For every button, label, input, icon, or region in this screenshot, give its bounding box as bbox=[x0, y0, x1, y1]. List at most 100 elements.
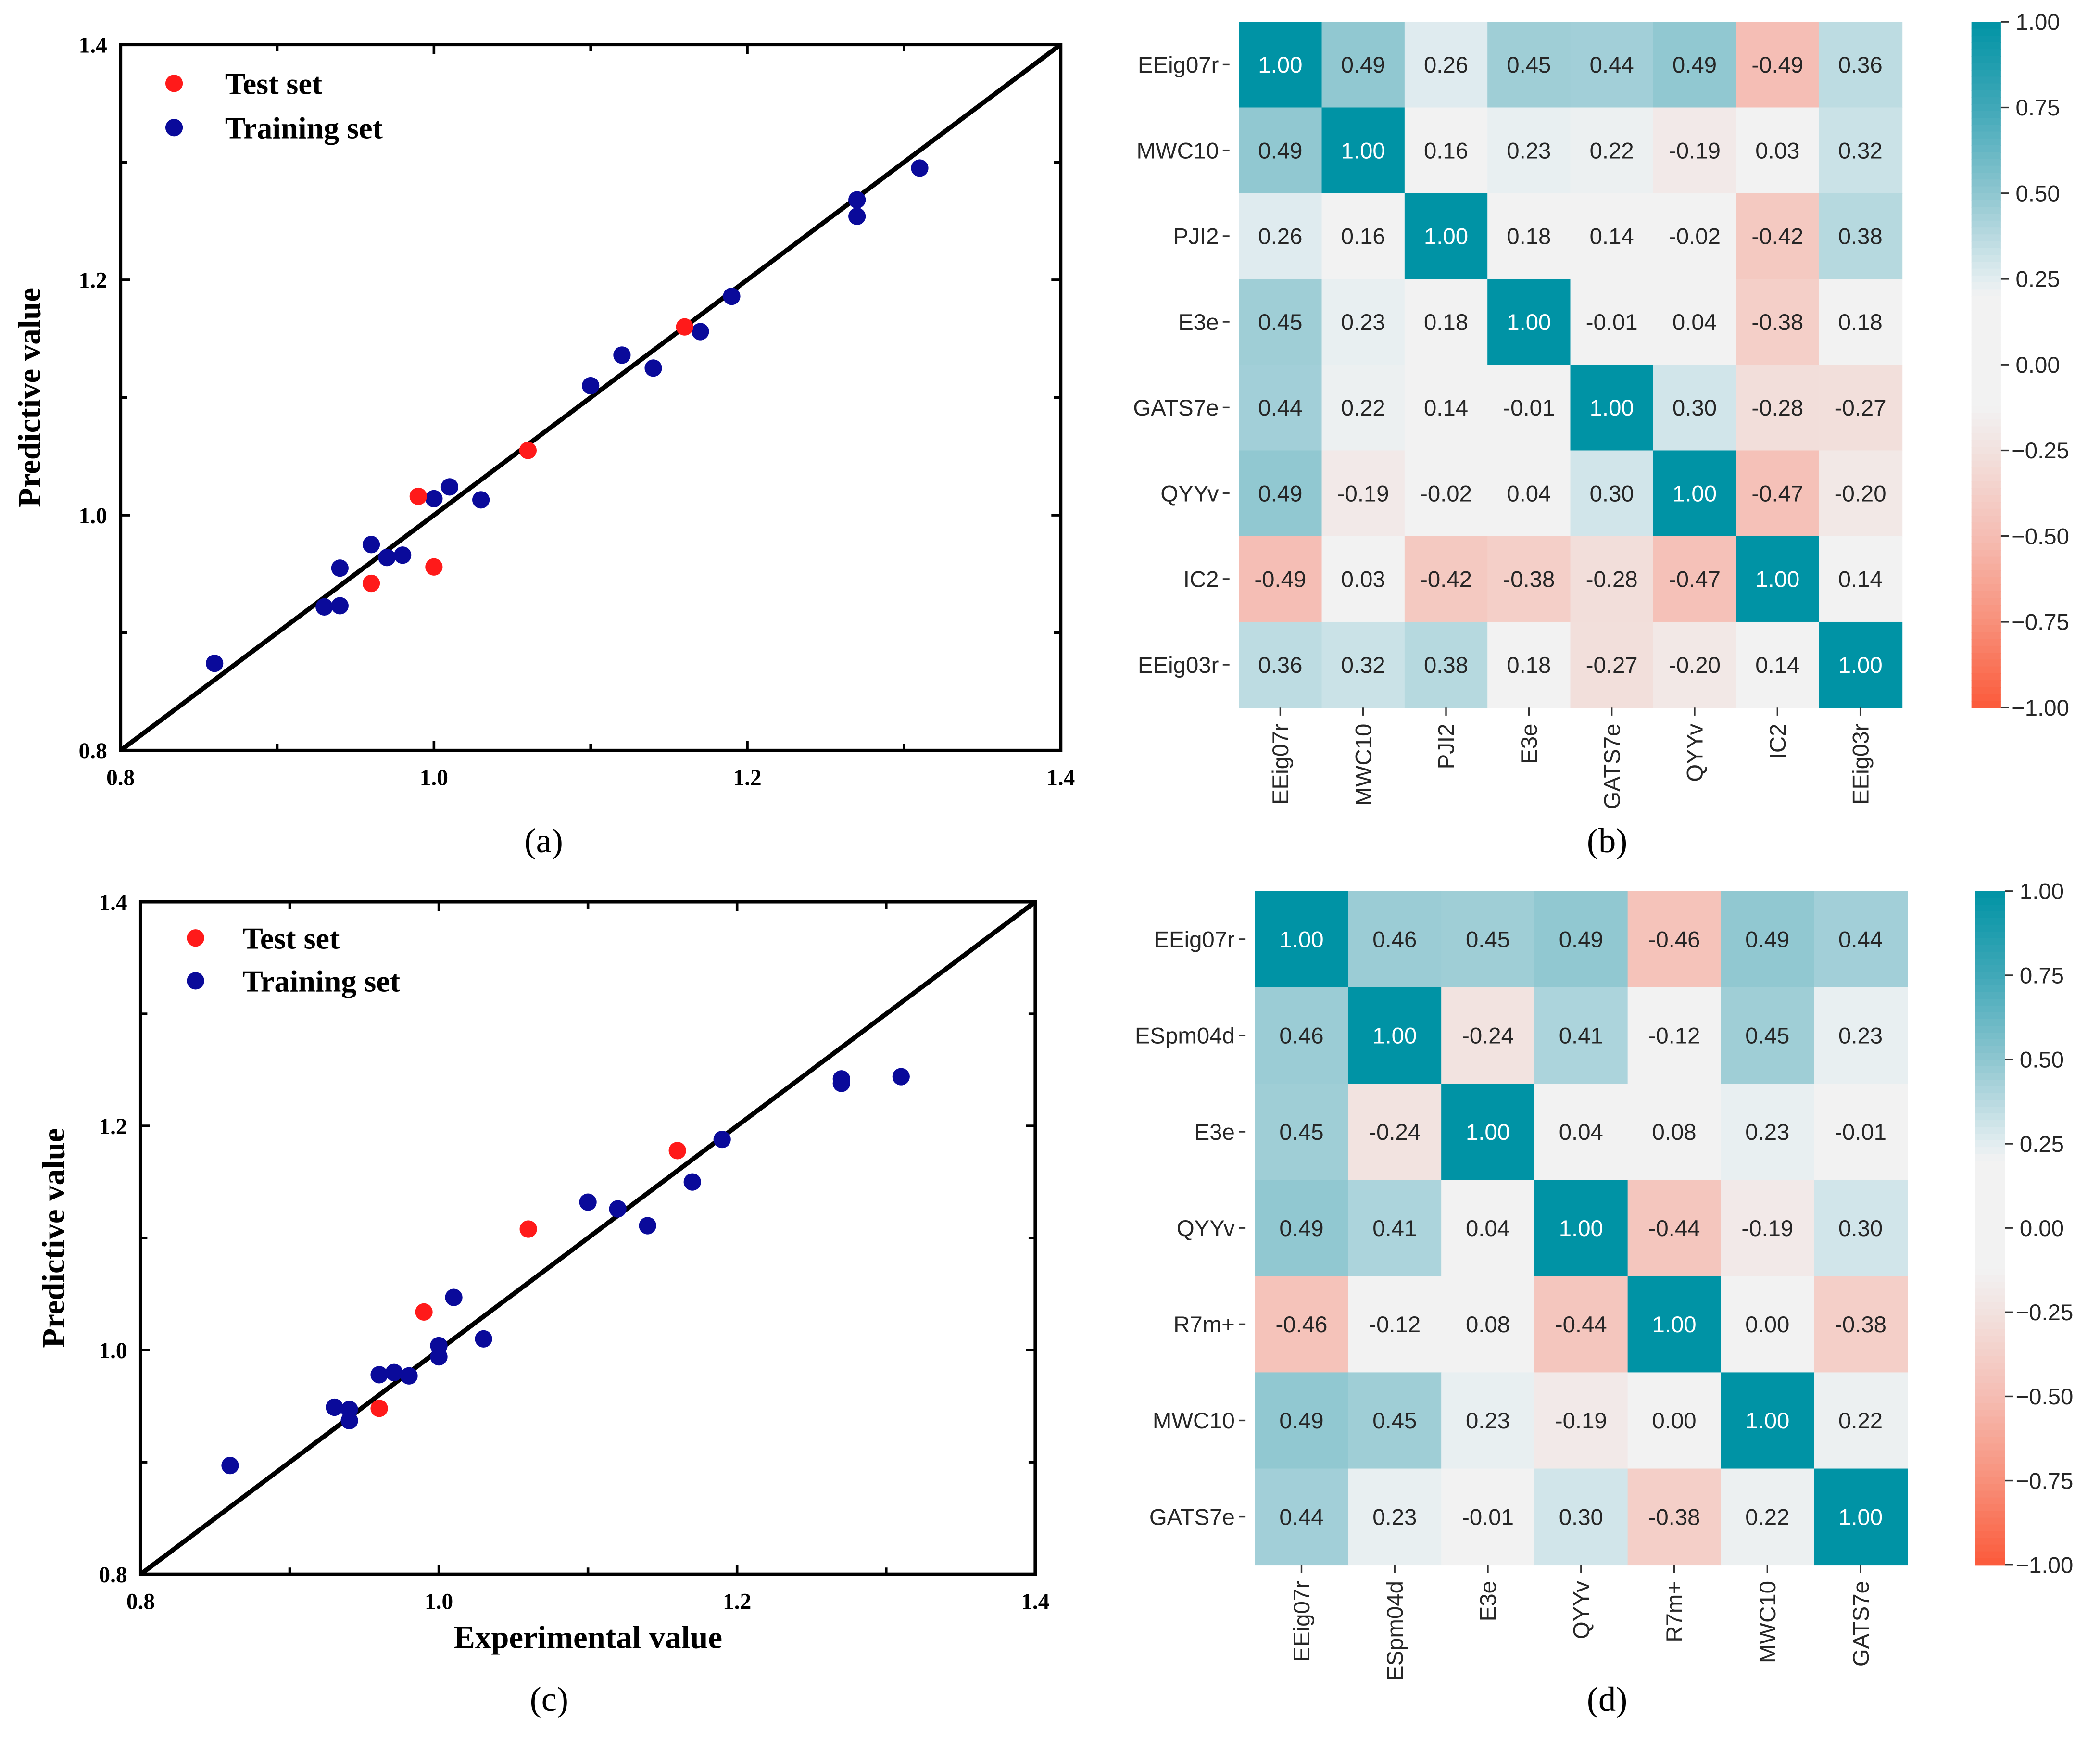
col-label: MWC10 bbox=[1755, 1581, 1781, 1663]
colorbar-segment bbox=[1975, 1369, 2005, 1377]
panel-a: (a) 0.8 1.0 1.2 1.4 0.8 1.0 1.2 1.4 Predictive va… bbox=[12, 33, 1075, 860]
cell-value: 0.44 bbox=[1590, 52, 1634, 78]
colorbar-segment bbox=[1971, 104, 2001, 112]
test-point bbox=[519, 442, 537, 459]
cell-value: 0.45 bbox=[1745, 1023, 1789, 1049]
colorbar-segment bbox=[1975, 1531, 2005, 1539]
colorbar-segment bbox=[1971, 625, 2001, 633]
heatmap-cell bbox=[1441, 1276, 1535, 1373]
colorbar-segment bbox=[1971, 447, 2001, 455]
heatmap-cell bbox=[1819, 278, 1903, 366]
col-label: PJI2 bbox=[1434, 724, 1459, 770]
heatmap-cell bbox=[1814, 1372, 1908, 1469]
y-tick-label: 1.4 bbox=[79, 33, 107, 58]
heatmap-cell bbox=[1721, 1180, 1815, 1277]
colorbar-segment bbox=[1971, 262, 2001, 270]
cell-value: 0.14 bbox=[1590, 224, 1634, 250]
x-tick-label: 1.4 bbox=[1021, 1590, 1049, 1615]
colorbar-segment bbox=[1971, 227, 2001, 235]
colorbar-segment bbox=[1971, 351, 2001, 359]
heatmap-cell bbox=[1441, 1180, 1535, 1277]
cell-value: -0.42 bbox=[1751, 224, 1803, 250]
training-point bbox=[331, 559, 349, 577]
colorbar-tick-label: −0.50 bbox=[2016, 1384, 2074, 1410]
colorbar-segment bbox=[1975, 1490, 2005, 1499]
heatmap-cell bbox=[1255, 987, 1349, 1085]
colorbar-tick-label: 1.00 bbox=[2016, 10, 2060, 35]
training-point bbox=[579, 1193, 597, 1211]
x-tick-label: 0.8 bbox=[126, 1590, 155, 1615]
cell-value: 0.36 bbox=[1258, 653, 1302, 678]
training-point bbox=[394, 546, 412, 564]
cell-value: -0.19 bbox=[1669, 138, 1721, 164]
training-point bbox=[692, 323, 709, 341]
cell-value: 0.36 bbox=[1838, 52, 1883, 78]
cell-value: 0.49 bbox=[1279, 1408, 1323, 1434]
colorbar-segment bbox=[1971, 282, 2001, 290]
colorbar-segment bbox=[1971, 97, 2001, 105]
cell-value: 1.00 bbox=[1672, 481, 1717, 506]
colorbar-segment bbox=[1971, 35, 2001, 43]
cell-value: 0.30 bbox=[1672, 395, 1717, 421]
cell-value: 1.00 bbox=[1652, 1312, 1696, 1338]
colorbar-segment bbox=[1971, 207, 2001, 215]
colorbar-segment bbox=[1971, 337, 2001, 345]
x-tick-label: 1.0 bbox=[420, 766, 448, 791]
cell-value: -0.49 bbox=[1254, 567, 1306, 593]
col-label: EEig03r bbox=[1848, 724, 1874, 805]
colorbar-segment bbox=[1975, 1315, 2005, 1324]
heatmap-cell bbox=[1570, 621, 1654, 708]
colorbar-segment bbox=[1975, 1134, 2005, 1141]
cell-value: 0.18 bbox=[1838, 310, 1883, 335]
heatmap-cell bbox=[1627, 1468, 1722, 1566]
heatmap-cell bbox=[1441, 891, 1535, 988]
colorbar-segment bbox=[1971, 296, 2001, 304]
training-point bbox=[644, 359, 662, 377]
col-label: E3e bbox=[1476, 1581, 1501, 1621]
x-tick-label: 0.8 bbox=[106, 766, 135, 791]
training-point bbox=[378, 549, 396, 567]
colorbar-segment bbox=[1971, 268, 2001, 277]
y-axis-label: Predictive value bbox=[36, 1128, 71, 1348]
heatmap-cell bbox=[1736, 193, 1820, 280]
training-point bbox=[892, 1068, 910, 1086]
colorbar-segment bbox=[1971, 392, 2001, 400]
training-point bbox=[713, 1130, 731, 1149]
y-tick-label: 1.0 bbox=[79, 504, 107, 529]
colorbar-tick-label: −0.75 bbox=[2016, 1468, 2074, 1494]
cell-value: 0.23 bbox=[1745, 1120, 1789, 1145]
cell-value: 0.16 bbox=[1341, 224, 1385, 250]
cell-value: 0.49 bbox=[1279, 1216, 1323, 1241]
cell-value: 0.32 bbox=[1341, 653, 1385, 678]
colorbar-segment bbox=[1971, 56, 2001, 64]
heatmap-cell bbox=[1819, 536, 1903, 623]
cell-value: -0.47 bbox=[1751, 481, 1803, 506]
colorbar-tick-label: 0.00 bbox=[2016, 353, 2060, 378]
cell-value: -0.27 bbox=[1586, 653, 1638, 678]
row-label: QYYv bbox=[1177, 1216, 1235, 1241]
colorbar-segment bbox=[1975, 924, 2005, 933]
colorbar-segment bbox=[1975, 972, 2005, 980]
cell-value: 1.00 bbox=[1590, 395, 1634, 421]
training-point bbox=[430, 1348, 448, 1366]
colorbar-segment bbox=[1971, 440, 2001, 448]
heatmap-cell bbox=[1653, 22, 1737, 108]
cell-value: 0.08 bbox=[1466, 1312, 1510, 1338]
cell-value: -0.47 bbox=[1669, 567, 1721, 593]
colorbar-segment bbox=[1975, 1235, 2005, 1242]
colorbar-segment bbox=[1975, 1174, 2005, 1182]
colorbar-segment bbox=[1975, 1228, 2005, 1236]
colorbar-segment bbox=[1975, 1457, 2005, 1465]
heatmap-cell bbox=[1819, 193, 1903, 280]
colorbar-segment bbox=[1975, 951, 2005, 959]
colorbar-segment bbox=[1975, 1107, 2005, 1114]
colorbar-segment bbox=[1975, 1032, 2005, 1040]
colorbar-segment bbox=[1975, 1302, 2005, 1310]
colorbar-tick-label: −0.25 bbox=[2016, 1300, 2074, 1325]
x-tick-label: 1.2 bbox=[733, 766, 761, 791]
heatmap-cell bbox=[1321, 193, 1406, 280]
heatmap-cell bbox=[1404, 107, 1488, 194]
cell-value: 1.00 bbox=[1507, 310, 1551, 335]
colorbar-tick-label: 0.75 bbox=[2016, 95, 2060, 121]
colorbar-segment bbox=[1971, 214, 2001, 222]
